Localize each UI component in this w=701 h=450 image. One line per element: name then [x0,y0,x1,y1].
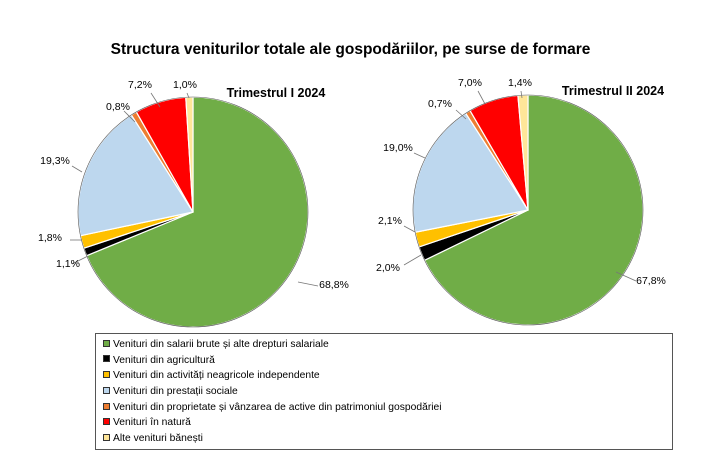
legend-item: Alte venituri bănești [103,431,672,447]
pie-2: 67,8% 2,0% 2,1% 19,0% 0,7% 7,0% 1,4% Trimestrul… [376,77,666,326]
legend-swatch [103,371,110,379]
legend-swatch [103,339,110,347]
legend-item: Venituri din activități neagricole indep… [103,368,672,384]
legend-label: Venituri din activități neagricole indep… [113,370,320,382]
legend-swatch [103,355,110,363]
data-label: 67,8% [636,275,666,287]
data-label: 1,0% [173,79,197,91]
leader-line [615,271,637,282]
leader-line [123,110,136,123]
pie-subtitle: Trimestrul II 2024 [562,84,664,98]
legend-label: Venituri în natură [113,417,191,429]
leader-line [297,281,319,287]
legend-label: Venituri din agricultură [113,354,215,366]
legend-label: Venituri din prestații sociale [113,386,238,398]
legend-item: Venituri din prestații sociale [103,384,672,400]
legend-item: Venituri din proprietate și vânzarea de … [103,400,672,416]
data-label: 7,2% [128,79,152,91]
data-label: 2,0% [376,262,400,274]
pie-charts: 68,8% 1,1% 1,8% 19,3% 0,8% 7,2% 1,0% Trimestrul… [38,77,666,328]
data-label: 1,8% [38,232,62,244]
pie-outline [77,96,309,328]
leader-line [186,92,190,99]
leader-line [150,92,161,108]
data-label: 68,8% [319,279,349,291]
leader-line [520,90,523,99]
legend-label: Alte venituri bănești [113,433,203,445]
data-label: 2,1% [378,215,402,227]
legend-item: Venituri din agricultură [103,353,672,369]
legend-label: Venituri din salarii brute și alte drept… [113,339,329,350]
data-label: 19,3% [40,155,70,167]
data-label: 1,4% [508,77,532,89]
legend-item: Venituri din salarii brute și alte drept… [103,337,672,353]
leader-line [455,109,467,120]
legend: Venituri din salarii brute și alte drept… [95,333,673,450]
data-label: 7,0% [458,77,482,89]
leader-line [71,255,89,265]
data-label: 1,1% [56,258,80,270]
leader-line [413,152,426,159]
legend-swatch [103,402,110,410]
data-label: 0,7% [428,98,452,110]
legend-swatch [103,418,110,426]
legend-swatch [103,386,110,394]
leader-line [477,90,486,105]
data-label: 19,0% [383,142,413,154]
legend-swatch [103,433,110,441]
pie-subtitle: Trimestrul I 2024 [227,86,326,100]
leader-line [403,225,416,233]
legend-item: Venituri în natură [103,415,672,431]
legend-label: Venituri din proprietate și vânzarea de … [113,401,442,413]
chart-title: Structura veniturilor totale ale gospodă… [110,41,591,58]
leader-line [71,165,83,173]
leader-line [403,254,422,266]
data-label: 0,8% [106,101,130,113]
pie-outline [412,94,644,326]
pie-1: 68,8% 1,1% 1,8% 19,3% 0,8% 7,2% 1,0% Trimestrul… [38,79,349,328]
